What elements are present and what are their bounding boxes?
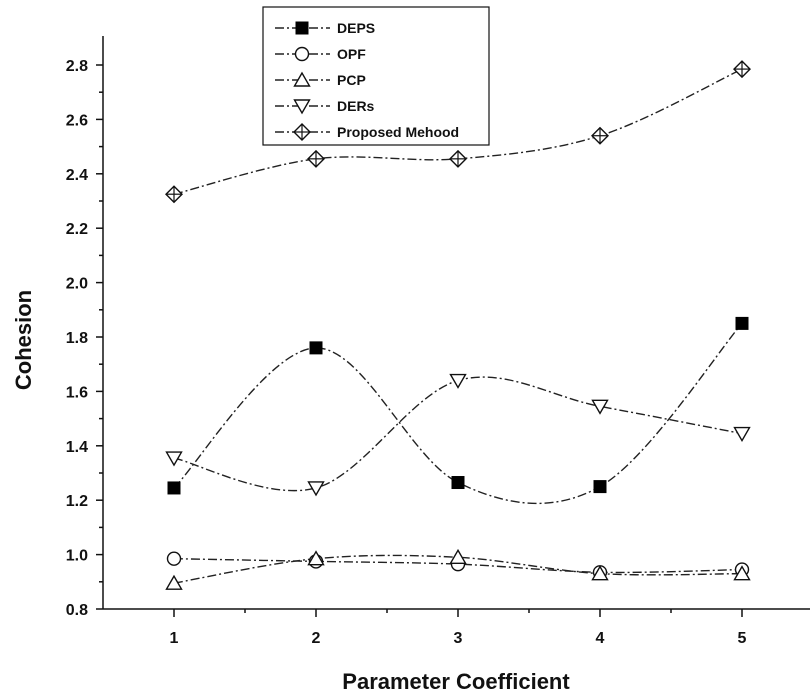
y-axis-title: Cohesion — [11, 290, 36, 390]
data-point-proposed-mehood — [733, 60, 751, 79]
data-point-proposed-mehood — [307, 149, 325, 168]
legend-items: DEPS OPF PCP DERs Proposed Mehood — [275, 20, 459, 141]
legend-marker — [295, 21, 309, 35]
axes — [102, 36, 810, 610]
data-point-proposed-mehood — [449, 149, 467, 168]
data-point-ders — [449, 373, 467, 389]
data-point-ders — [591, 399, 609, 415]
data-point-pcp — [591, 565, 609, 581]
legend-marker — [293, 71, 311, 87]
x-tick-label: 4 — [596, 630, 605, 647]
legend-item-pcp: PCP — [275, 71, 366, 88]
legend-item-proposed-mehood: Proposed Mehood — [275, 123, 459, 141]
data-point-pcp — [449, 548, 467, 565]
data-point-pcp — [165, 574, 183, 590]
y-tick-label: 2.2 — [66, 221, 88, 238]
y-tick-label: 2.4 — [66, 167, 88, 184]
y-tick-label: 2.8 — [66, 58, 88, 75]
y-tick-label: 1.0 — [66, 548, 88, 565]
x-tick-label: 1 — [170, 630, 179, 647]
y-tick-label: 2.0 — [66, 276, 88, 293]
y-tick-label: 1.6 — [66, 384, 88, 401]
data-point-proposed-mehood — [165, 185, 183, 204]
legend-label: PCP — [337, 72, 366, 88]
y-tick-label: 2.6 — [66, 112, 88, 129]
data-point-pcp — [733, 565, 751, 581]
legend: DEPS OPF PCP DERs Proposed Mehood — [262, 6, 490, 146]
x-tick-label: 5 — [738, 630, 747, 647]
y-tick-label: 0.8 — [66, 602, 88, 619]
data-point-ders — [165, 451, 183, 467]
y-tick-label: 1.4 — [66, 439, 88, 456]
x-axis-title: Parameter Coefficient — [342, 669, 570, 694]
legend-marker — [293, 99, 311, 115]
legend-item-deps: DEPS — [275, 20, 375, 36]
legend-item-ders: DERs — [275, 98, 375, 115]
y-tick-label: 1.2 — [66, 493, 88, 510]
legend-label: Proposed Mehood — [337, 124, 459, 140]
data-point-opf — [166, 551, 182, 566]
data-point-deps — [167, 481, 181, 495]
legend-label: DERs — [337, 98, 375, 114]
data-point-deps — [735, 316, 749, 330]
legend-item-opf: OPF — [275, 46, 366, 62]
y-ticks: 0.8 1.0 1.2 1.4 1.6 1.8 2.0 2.2 2.4 2.6 2.8 — [66, 58, 103, 619]
legend-label: OPF — [337, 46, 366, 62]
x-ticks: 1 2 3 4 5 — [170, 609, 747, 647]
legend-label: DEPS — [337, 20, 375, 36]
data-point-deps — [593, 480, 607, 494]
data-point-ders — [733, 426, 751, 442]
x-tick-label: 3 — [454, 630, 463, 647]
y-tick-label: 1.8 — [66, 330, 88, 347]
legend-marker — [294, 46, 310, 62]
legend-marker — [293, 123, 311, 141]
data-point-ders — [307, 481, 325, 497]
data-point-deps — [309, 341, 323, 355]
data-point-deps — [451, 476, 465, 490]
data-point-proposed-mehood — [591, 126, 609, 145]
data-point-pcp — [307, 550, 325, 566]
x-tick-label: 2 — [312, 630, 321, 647]
series-line-pcp — [173, 554, 743, 584]
series-line-deps — [173, 322, 743, 505]
series-group — [165, 60, 751, 590]
